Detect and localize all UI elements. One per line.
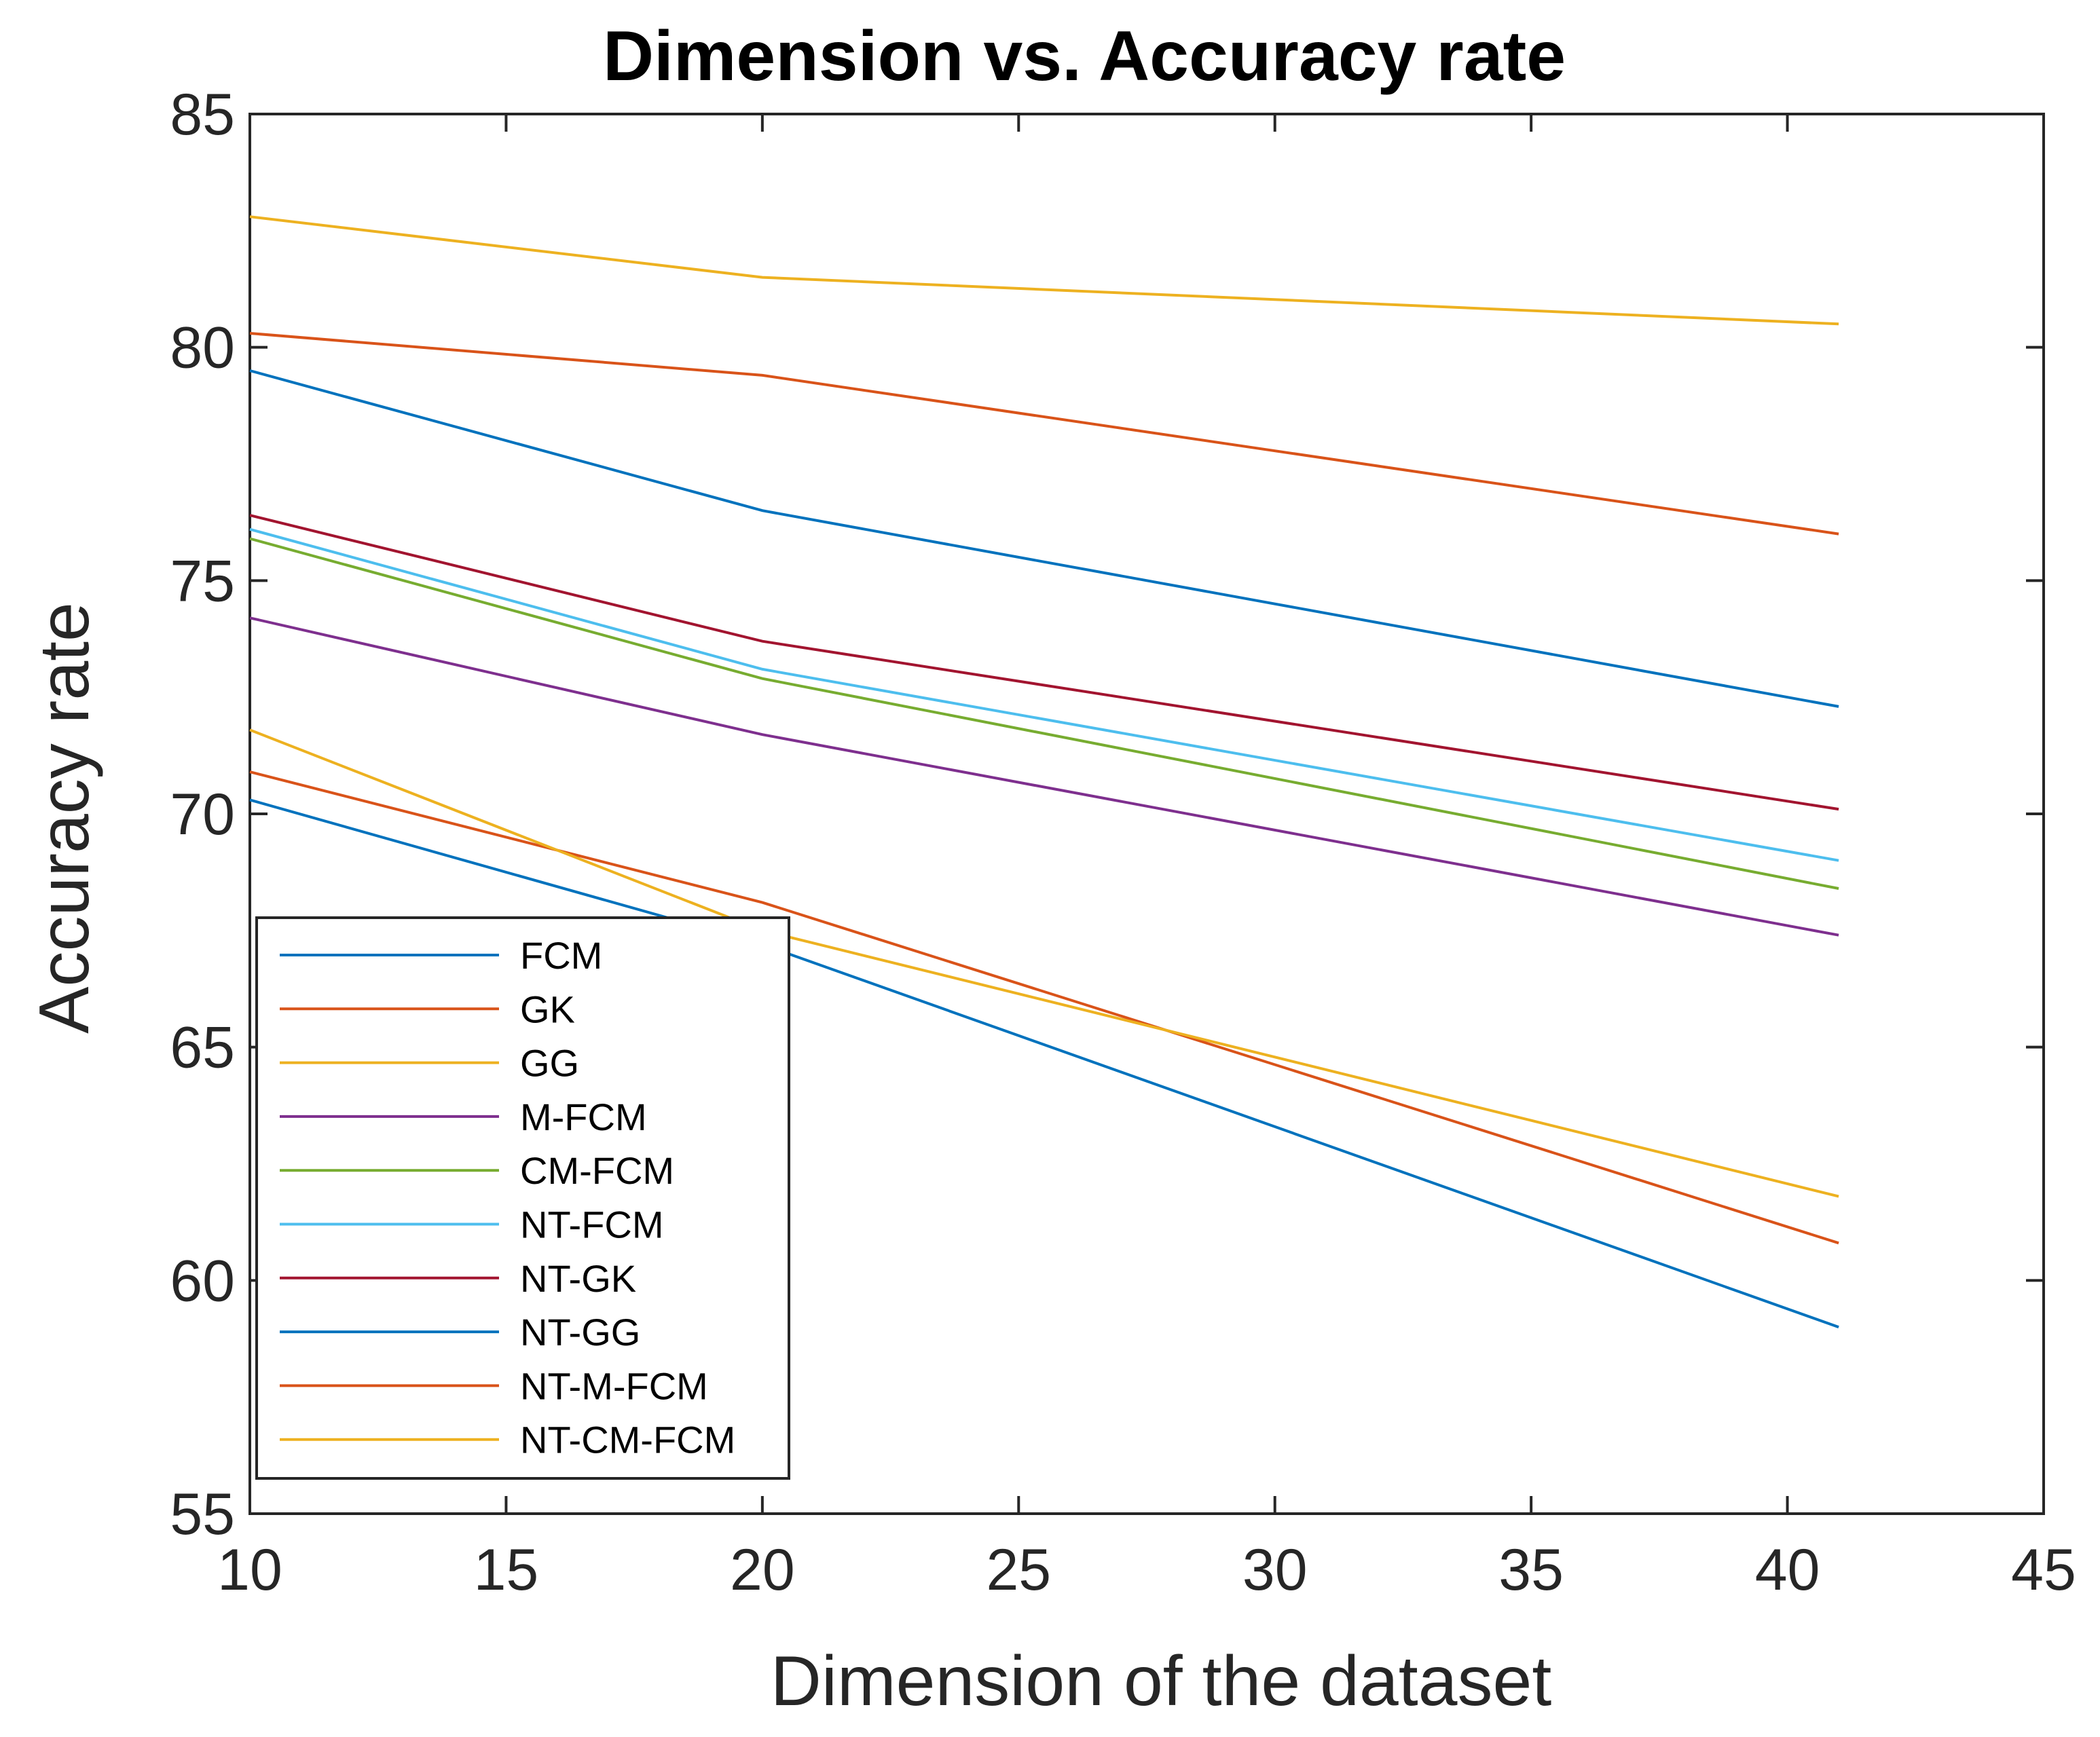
x-tick-label: 40 xyxy=(1755,1537,1820,1603)
legend-label: NT-FCM xyxy=(520,1203,664,1246)
x-tick-label: 15 xyxy=(474,1537,539,1603)
x-tick-label: 20 xyxy=(730,1537,795,1603)
x-tick-label: 25 xyxy=(986,1537,1051,1603)
y-axis-label: Accuracy rate xyxy=(25,602,104,1034)
legend-label: NT-CM-FCM xyxy=(520,1419,735,1461)
series-line-gk xyxy=(249,770,1839,1245)
series-line-nt-cm-fcm xyxy=(249,215,1839,326)
chart-title: Dimension vs. Accuracy rate xyxy=(603,17,1566,96)
legend-label: CM-FCM xyxy=(520,1149,674,1192)
legend-label: GK xyxy=(520,988,575,1030)
legend-label: NT-M-FCM xyxy=(520,1364,708,1407)
y-tick-label: 65 xyxy=(170,1015,235,1081)
y-tick-label: 70 xyxy=(170,782,235,847)
y-tick-label: 75 xyxy=(170,548,235,614)
x-tick-label: 30 xyxy=(1242,1537,1308,1603)
series-line-nt-gg xyxy=(249,369,1839,708)
x-axis: 10 15 20 25 30 35 40 45 xyxy=(217,114,2076,1603)
series-line-nt-fcm xyxy=(249,527,1839,862)
y-tick-label: 60 xyxy=(170,1248,235,1313)
y-tick-label: 80 xyxy=(170,316,235,381)
legend-label: GG xyxy=(520,1042,579,1085)
legend-label: FCM xyxy=(520,934,602,977)
legend-label: NT-GG xyxy=(520,1311,640,1353)
y-axis: 55 60 65 70 75 80 85 xyxy=(170,82,2044,1547)
x-tick-label: 45 xyxy=(2011,1537,2076,1603)
x-tick-label: 35 xyxy=(1498,1537,1564,1603)
series-line-cm-fcm xyxy=(249,537,1839,890)
series-line-nt-gk xyxy=(249,514,1839,811)
y-tick-label: 85 xyxy=(170,82,235,147)
legend-label: M-FCM xyxy=(520,1096,647,1138)
legend: FCM GK GG M-FCM CM-FCM NT-FCM NT-GK NT-GG NT-M-F… xyxy=(255,916,790,1480)
series-line-nt-m-fcm xyxy=(249,332,1839,536)
y-tick-label: 55 xyxy=(170,1482,235,1547)
series-line-m-fcm xyxy=(249,616,1839,937)
x-tick-label: 10 xyxy=(217,1537,282,1603)
legend-label: NT-GK xyxy=(520,1257,636,1300)
x-axis-label: Dimension of the dataset xyxy=(771,1642,1552,1721)
